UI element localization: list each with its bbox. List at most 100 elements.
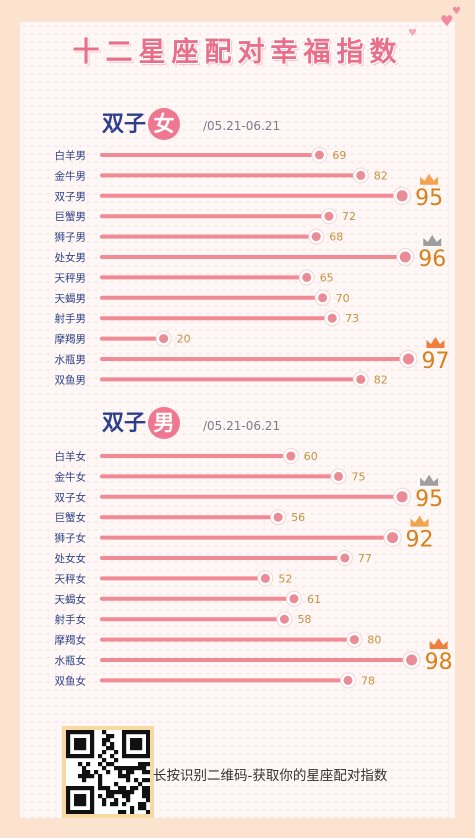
crown-icon	[420, 173, 439, 185]
value-label: 77	[358, 552, 372, 565]
bar-end-dot	[396, 491, 408, 503]
category-label: 摩羯男	[55, 333, 87, 346]
bar	[100, 153, 320, 157]
category-label: 射手女	[55, 613, 87, 626]
category-label: 金牛男	[55, 169, 87, 182]
qr-code-icon	[66, 730, 151, 815]
bar-end-dot	[286, 451, 296, 461]
date-range: /05.21-06.21	[203, 119, 281, 133]
value-label: 95	[415, 186, 443, 211]
bar-end-dot	[356, 374, 366, 384]
value-label: 68	[329, 231, 343, 244]
value-label: 97	[421, 349, 449, 374]
bar	[100, 316, 333, 321]
bar	[100, 474, 339, 479]
bar-end-dot	[302, 272, 312, 282]
value-label: 65	[320, 271, 334, 284]
bar-end-dot	[260, 573, 270, 583]
value-label: 75	[352, 470, 366, 483]
bar	[100, 494, 403, 499]
bar-end-dot	[343, 675, 353, 685]
value-label: 82	[374, 169, 388, 182]
category-label: 天蝎男	[55, 293, 87, 305]
bar	[100, 535, 393, 540]
category-label: 处女女	[55, 552, 87, 565]
bar	[100, 234, 317, 239]
bar	[100, 255, 406, 259]
category-label: 水瓶女	[55, 654, 87, 667]
category-label: 处女男	[55, 251, 87, 264]
category-label: 水瓶男	[55, 353, 87, 366]
bar-end-dot	[327, 313, 337, 323]
category-label: 狮子女	[55, 532, 87, 545]
bar	[100, 515, 279, 520]
category-label: 天蝎女	[55, 593, 87, 606]
value-label: 69	[332, 149, 346, 162]
bar	[100, 214, 329, 219]
bar	[100, 658, 412, 662]
value-label: 70	[336, 292, 350, 305]
value-label: 56	[291, 511, 305, 524]
bar	[100, 173, 361, 178]
section-circle: 女	[148, 108, 181, 140]
value-label: 52	[278, 572, 292, 585]
crown-icon	[429, 638, 448, 649]
bar	[100, 295, 323, 300]
bar-end-dot	[334, 471, 343, 481]
category-label: 双鱼女	[55, 674, 87, 687]
bar-end-dot	[273, 512, 283, 522]
section-name: 双子	[102, 411, 147, 436]
crown-icon	[420, 474, 439, 486]
bar	[100, 678, 349, 683]
crown-icon	[410, 515, 429, 527]
bar-end-dot	[406, 654, 418, 666]
bar	[100, 617, 285, 622]
value-label: 95	[415, 487, 443, 512]
bar	[100, 596, 294, 601]
category-label: 摩羯女	[55, 634, 87, 647]
section-title-male: 双子男	[102, 405, 181, 439]
value-label: 72	[342, 210, 356, 223]
category-label: 双鱼男	[55, 373, 87, 386]
section-name: 双子	[102, 112, 147, 137]
category-label: 天秤女	[55, 572, 87, 585]
bar	[100, 576, 266, 581]
bar-end-dot	[396, 190, 408, 202]
section-circle: 男	[148, 407, 181, 439]
value-label: 61	[307, 593, 321, 606]
value-label: 78	[361, 674, 375, 687]
bar-end-dot	[318, 293, 328, 303]
value-label: 20	[177, 333, 191, 346]
crown-icon	[423, 235, 442, 246]
category-label: 白羊男	[55, 149, 87, 162]
section-title-female: 双子女	[102, 106, 181, 140]
bar-end-dot	[399, 251, 411, 263]
value-label: 92	[406, 528, 434, 553]
value-label: 82	[374, 373, 388, 386]
category-label: 巨蟹女	[55, 511, 87, 524]
heart-icon: ♥	[408, 28, 417, 39]
bar-end-dot	[314, 150, 324, 160]
heart-icon: ♥	[452, 6, 461, 17]
qr-code[interactable]	[62, 726, 154, 818]
bar	[100, 556, 345, 560]
bar-end-dot	[387, 532, 399, 544]
category-label: 双子女	[55, 491, 87, 504]
heart-icon: ♥	[440, 12, 454, 30]
bar-end-dot	[402, 353, 414, 365]
value-label: 98	[425, 650, 453, 675]
bar	[100, 637, 355, 642]
category-label: 巨蟹男	[55, 210, 87, 223]
value-label: 96	[418, 247, 446, 272]
bar	[100, 275, 307, 280]
footer-text: 长按识别二维码-获取你的星座配对指数	[153, 768, 388, 784]
value-label: 58	[297, 613, 311, 626]
value-label: 73	[345, 312, 359, 325]
bar	[100, 336, 164, 341]
date-range: /05.21-06.21	[203, 419, 281, 433]
category-label: 金牛女	[55, 470, 87, 483]
crown-icon	[426, 337, 445, 348]
category-label: 白羊女	[55, 450, 87, 463]
